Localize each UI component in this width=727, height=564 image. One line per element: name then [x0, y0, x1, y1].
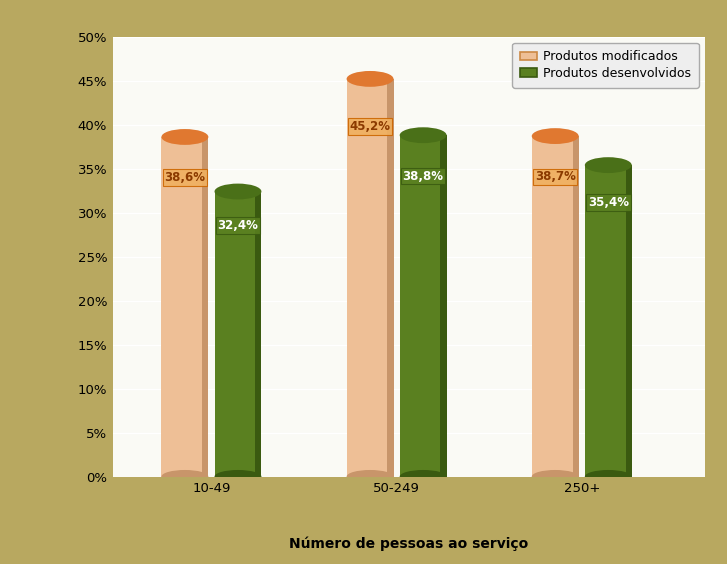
Bar — [202, 137, 209, 477]
Ellipse shape — [585, 157, 632, 173]
Ellipse shape — [531, 470, 579, 483]
Text: 45,2%: 45,2% — [350, 120, 390, 133]
Bar — [214, 192, 262, 477]
Bar — [400, 135, 446, 477]
Ellipse shape — [400, 470, 446, 483]
Legend: Produtos modificados, Produtos desenvolvidos: Produtos modificados, Produtos desenvolv… — [513, 43, 699, 87]
Text: 35,4%: 35,4% — [588, 196, 629, 209]
Ellipse shape — [347, 71, 393, 87]
Ellipse shape — [161, 129, 209, 145]
Text: 38,8%: 38,8% — [403, 170, 443, 183]
X-axis label: Número de pessoas ao serviço: Número de pessoas ao serviço — [289, 537, 529, 551]
Ellipse shape — [214, 470, 262, 483]
Bar — [585, 165, 632, 477]
Text: 32,4%: 32,4% — [217, 219, 258, 232]
Ellipse shape — [347, 470, 393, 483]
Ellipse shape — [400, 127, 446, 143]
Bar — [347, 79, 393, 477]
Bar — [387, 79, 393, 477]
Text: 38,6%: 38,6% — [164, 171, 206, 184]
Bar — [255, 192, 262, 477]
Bar — [161, 137, 209, 477]
Bar — [441, 135, 446, 477]
Ellipse shape — [585, 470, 632, 483]
Bar — [531, 136, 579, 477]
Bar — [626, 165, 632, 477]
Ellipse shape — [531, 128, 579, 144]
Ellipse shape — [214, 184, 262, 200]
Text: 38,7%: 38,7% — [535, 170, 576, 183]
Bar — [573, 136, 579, 477]
Ellipse shape — [161, 470, 209, 483]
